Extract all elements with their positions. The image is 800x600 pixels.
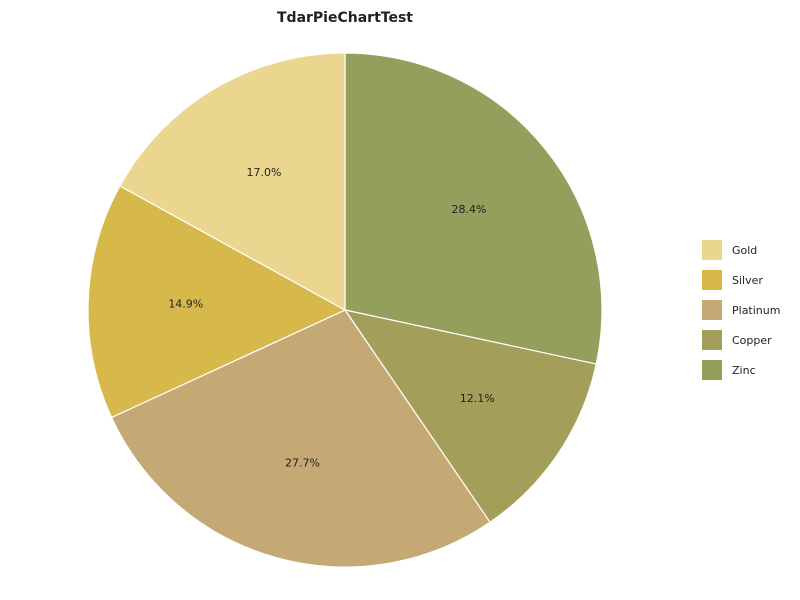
chart-title: TdarPieChartTest xyxy=(277,10,413,26)
legend-label: Gold xyxy=(732,243,758,257)
legend-item-copper: Copper xyxy=(702,330,780,350)
slice-label-gold: 17.0% xyxy=(247,166,282,179)
legend-item-platinum: Platinum xyxy=(702,300,780,320)
legend: Gold Silver Platinum Copper Zinc xyxy=(702,240,780,390)
legend-item-zinc: Zinc xyxy=(702,360,780,380)
pie-slice-zinc xyxy=(344,52,603,365)
pie-slice-copper xyxy=(343,309,597,524)
pie-labels: 28.4% 12.1% 27.7% 14.9% 17.0% xyxy=(168,166,494,470)
slice-label-silver: 14.9% xyxy=(168,297,203,310)
legend-swatch xyxy=(702,240,722,260)
legend-label: Silver xyxy=(732,273,763,287)
legend-label: Copper xyxy=(732,333,772,347)
pie-slice-gold xyxy=(119,52,346,312)
slice-label-copper: 12.1% xyxy=(460,392,495,405)
legend-label: Platinum xyxy=(732,303,781,317)
legend-swatch xyxy=(702,360,722,380)
legend-swatch xyxy=(702,270,722,290)
legend-item-silver: Silver xyxy=(702,270,780,290)
slice-label-zinc: 28.4% xyxy=(452,203,487,216)
legend-label: Zinc xyxy=(732,363,756,377)
slice-label-platinum: 27.7% xyxy=(285,457,320,470)
legend-swatch xyxy=(702,330,722,350)
pie-slices xyxy=(87,52,603,568)
legend-swatch xyxy=(702,300,722,320)
pie-slice-silver xyxy=(87,185,347,419)
legend-item-gold: Gold xyxy=(702,240,780,260)
